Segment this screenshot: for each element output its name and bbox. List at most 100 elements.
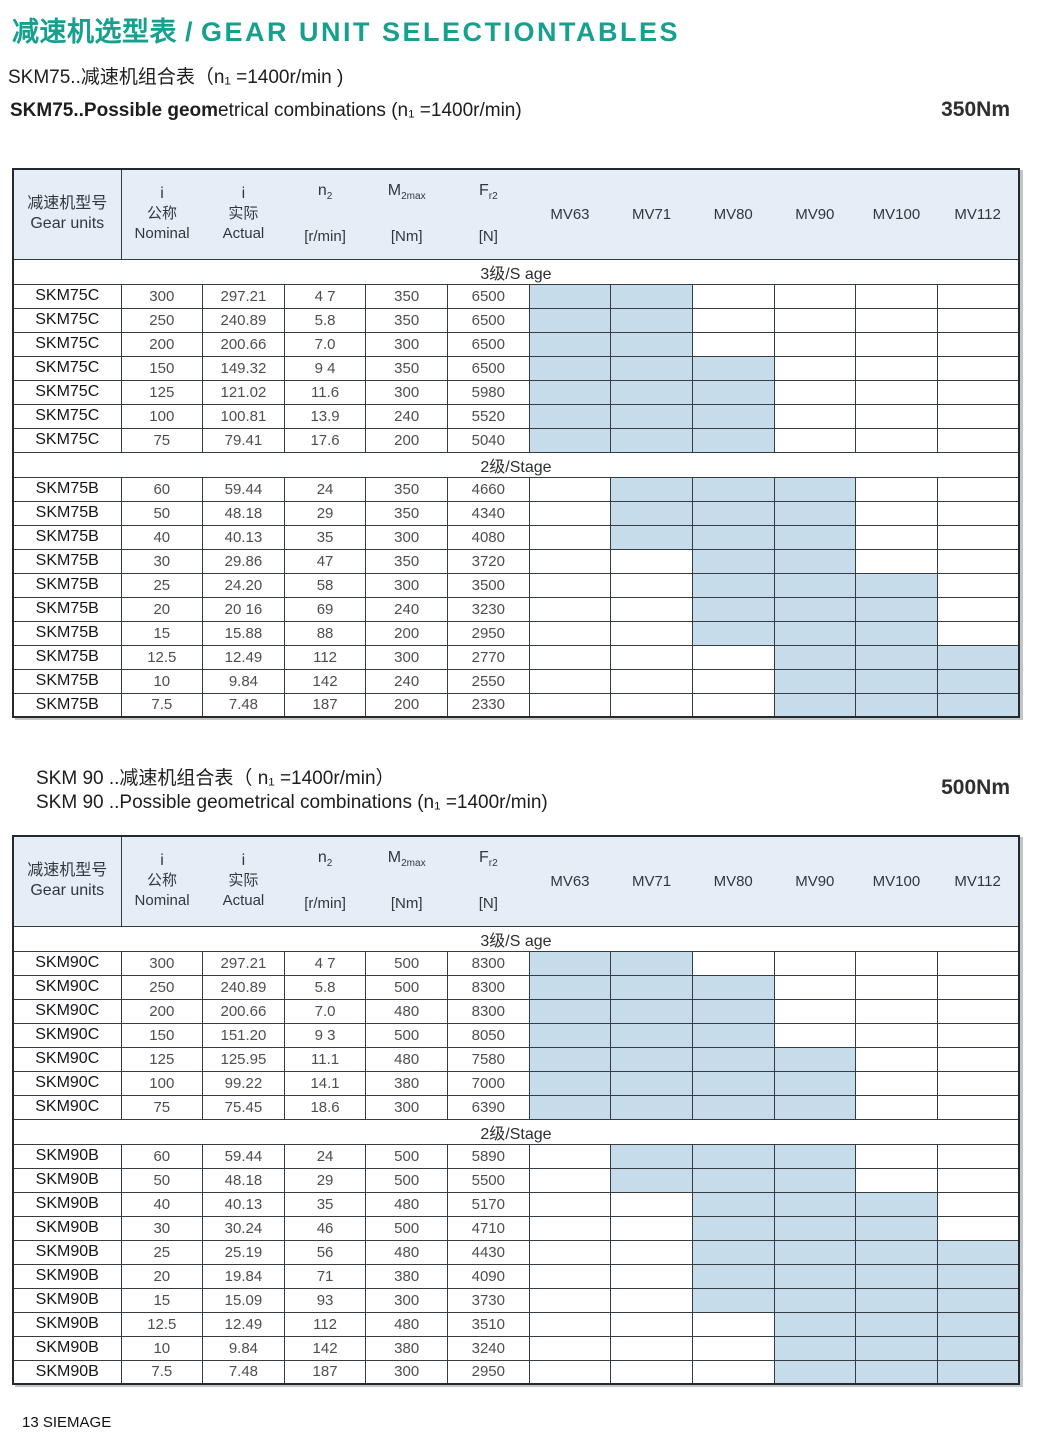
m2max-cell: 300 (365, 1094, 448, 1120)
stage-section-label: 3级/S age (13, 925, 1019, 952)
gear-unit-model-cell: SKM90C (12, 974, 122, 1000)
fr2-symbol: Fr2 (478, 182, 498, 203)
mv-empty-cell-mv71 (610, 692, 693, 718)
m2max-cell: 480 (365, 998, 448, 1024)
table-row: SKM75C 75 79.41 17.6 200 5040 (12, 427, 1020, 453)
i-actual-cell: 149.32 (202, 355, 285, 381)
i-nominal-cell: 30 (120, 1215, 204, 1241)
fr2-cell: 7000 (447, 1070, 530, 1096)
table-row: SKM90B 30 30.24 46 500 4710 (12, 1215, 1020, 1241)
mv-available-cell-mv90 (773, 644, 857, 670)
i-nominal-cell: 200 (120, 998, 204, 1024)
mv-available-cell-mv71 (610, 476, 693, 502)
i-actual-cell: 40.13 (202, 1191, 285, 1217)
table-row: SKM75B 7.5 7.48 187 200 2330 (12, 692, 1020, 718)
header-row: 减速机型号 Gear units i 公称 Nominal i 实际 Actual n2 [r/… (13, 835, 1019, 927)
stage-section-row: 3级/S age (13, 258, 1019, 285)
gear-unit-model-cell: SKM75B (12, 572, 122, 598)
mv-empty-cell-mv100 (855, 1094, 938, 1120)
mv-available-cell-mv90 (773, 1263, 857, 1289)
mv-available-cell-mv100 (855, 668, 938, 694)
n2-cell: 56 (283, 1239, 367, 1265)
mv-empty-cell-mv71 (610, 1215, 693, 1241)
mv-available-cell-mv100 (855, 1335, 938, 1361)
mv-available-cell-mv90 (773, 1239, 857, 1265)
n2-label-zh (284, 874, 366, 894)
n2-cell: 4 7 (283, 283, 367, 309)
mv-empty-cell-mv100 (855, 1167, 938, 1193)
mv-empty-cell-mv112 (936, 1070, 1020, 1096)
page-footer: 13 SIEMAGE (22, 1414, 112, 1431)
mv-available-cell-mv90 (773, 524, 857, 550)
fr2-cell: 5520 (447, 403, 530, 429)
mv-available-cell-mv80 (691, 403, 775, 429)
fr2-cell: 7580 (447, 1046, 530, 1072)
mv-empty-cell-mv100 (855, 500, 938, 526)
mv-empty-cell-mv100 (855, 379, 938, 405)
gear-unit-model-cell: SKM75B (12, 500, 122, 526)
mv-available-cell-mv63 (528, 283, 612, 309)
fr2-cell: 2770 (447, 644, 530, 670)
fr2-cell: 4080 (447, 524, 530, 550)
col-header-mv71: MV71 (610, 835, 693, 927)
mv-available-cell-mv71 (610, 524, 693, 550)
col-header-mv112: MV112 (937, 168, 1019, 260)
mv-available-cell-mv63 (528, 1070, 612, 1096)
mv-available-cell-mv71 (610, 1046, 693, 1072)
mv-available-cell-mv71 (610, 331, 693, 357)
mv-available-cell-mv80 (691, 427, 775, 453)
fr2-cell: 3720 (447, 548, 530, 574)
mv-empty-cell-mv100 (855, 476, 938, 502)
m2max-cell: 300 (365, 1287, 448, 1313)
m2max-cell: 350 (365, 476, 448, 502)
mv-available-cell-mv71 (610, 998, 693, 1024)
table-row: SKM75C 125 121.02 11.6 300 5980 (12, 379, 1020, 405)
gear-unit-model-cell: SKM90B (12, 1143, 122, 1169)
mv-empty-cell-mv63 (528, 500, 612, 526)
mv-available-cell-mv71 (610, 307, 693, 333)
m2max-cell: 350 (365, 355, 448, 381)
table-row: SKM90C 150 151.20 9 3 500 8050 (12, 1022, 1020, 1048)
col-header-fr2: Fr2 [N] (447, 168, 530, 260)
mv-empty-cell-mv112 (936, 476, 1020, 502)
n2-cell: 5.8 (283, 307, 367, 333)
n2-subscript: 2 (326, 858, 333, 870)
mv-available-cell-mv80 (691, 500, 775, 526)
gear-unit-model-cell: SKM75B (12, 476, 122, 502)
n2-symbol: n2 (317, 849, 333, 870)
m2max-cell: 200 (365, 620, 448, 646)
table-row: SKM90C 100 99.22 14.1 380 7000 (12, 1070, 1020, 1096)
col-header-mv112: MV112 (937, 835, 1019, 927)
skm75-table-head: 减速机型号 Gear units i 公称 Nominal i 实际 Actual n2 [r/… (13, 168, 1019, 260)
i-actual-cell: 19.84 (202, 1263, 285, 1289)
skm75-heading-en: SKM75..Possible geometrical combinations… (10, 100, 522, 122)
m2max-cell: 300 (365, 379, 448, 405)
i-actual-cell: 48.18 (202, 500, 285, 526)
m2max-cell: 300 (365, 572, 448, 598)
mv-available-cell-mv71 (610, 1143, 693, 1169)
mv-available-cell-mv100 (855, 1239, 938, 1265)
page-title-separator: / (177, 17, 202, 47)
mv-empty-cell-mv63 (528, 1287, 612, 1313)
col-header-i-nominal: i 公称 Nominal (121, 835, 203, 927)
gear-unit-model-cell: SKM75B (12, 692, 122, 718)
col-header-mv100: MV100 (855, 168, 938, 260)
table-row: SKM90B 25 25.19 56 480 4430 (12, 1239, 1020, 1265)
table-row: SKM75C 100 100.81 13.9 240 5520 (12, 403, 1020, 429)
mv-available-cell-mv71 (610, 500, 693, 526)
mv-available-cell-mv63 (528, 1094, 612, 1120)
mv-empty-cell-mv80 (691, 1359, 775, 1385)
col-header-mv90: MV90 (774, 835, 856, 927)
mv-available-cell-mv80 (691, 1287, 775, 1313)
mv-empty-cell-mv90 (773, 379, 857, 405)
mv-available-cell-mv63 (528, 307, 612, 333)
mv-empty-cell-mv112 (936, 355, 1020, 381)
mv-available-cell-mv112 (936, 1335, 1020, 1361)
mv-available-cell-mv63 (528, 950, 612, 976)
gear-unit-model-cell: SKM90B (12, 1287, 122, 1313)
i-nominal-cell: 15 (120, 1287, 204, 1313)
table-row: SKM75B 12.5 12.49 112 300 2770 (12, 644, 1020, 670)
gear-unit-model-cell: SKM75C (12, 379, 122, 405)
i-nominal-cell: 20 (120, 1263, 204, 1289)
gear-unit-model-cell: SKM75B (12, 524, 122, 550)
